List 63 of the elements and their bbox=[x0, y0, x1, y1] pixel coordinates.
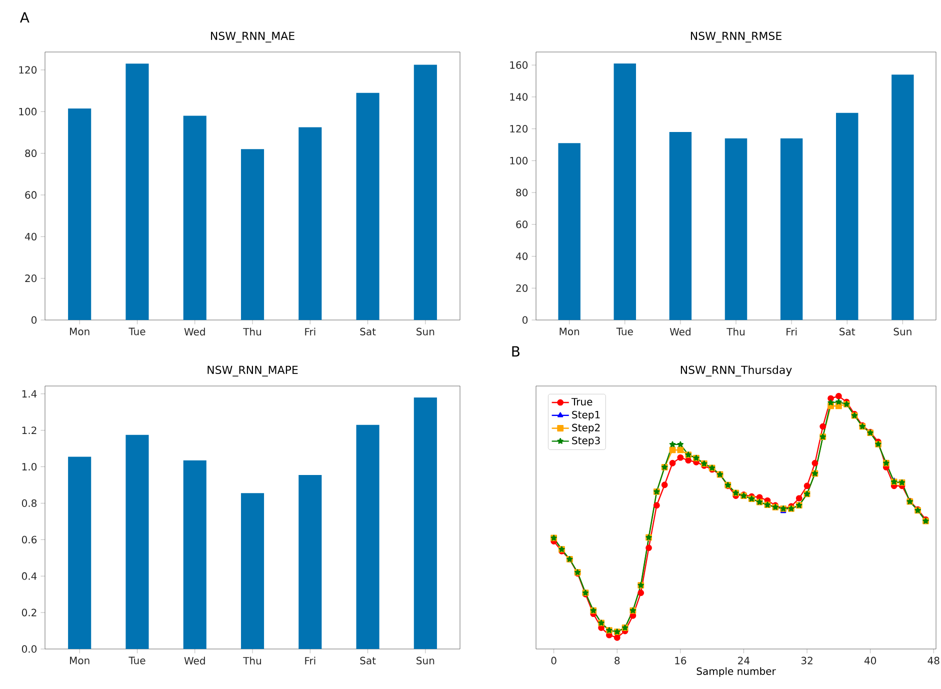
text: B bbox=[512, 346, 520, 356]
x-tick-label: Thu bbox=[243, 656, 261, 665]
chart-title: NSW_RNN_Thursday bbox=[680, 366, 792, 376]
x-tick-label: Thu bbox=[243, 328, 261, 336]
x-tick-label: Sat bbox=[360, 656, 376, 664]
x-tick-label: 24 bbox=[738, 656, 750, 664]
x-tick-label: Sun bbox=[416, 328, 434, 336]
y-tick-label: 20 bbox=[516, 284, 528, 292]
x-tick-label: 40 bbox=[864, 656, 876, 664]
x-tick-label: 16 bbox=[675, 656, 686, 664]
y-tick-label: 80 bbox=[25, 149, 37, 158]
x-tick-label: Fri bbox=[786, 328, 797, 336]
y-tick-label: 0.2 bbox=[22, 608, 36, 616]
x-axis-title: Sample number bbox=[696, 667, 776, 677]
y-tick-label: 80 bbox=[516, 188, 528, 196]
x-tick-label: 48 bbox=[928, 656, 940, 664]
x-tick-label: Sat bbox=[840, 328, 856, 336]
y-tick-label: 60 bbox=[516, 220, 528, 228]
legend-label: Step1 bbox=[572, 410, 600, 420]
x-tick-label: Wed bbox=[670, 328, 690, 336]
x-tick-label: Tue bbox=[616, 328, 633, 336]
x-tick-label: Thu bbox=[726, 328, 744, 336]
chart-title: NSW_RNN_MAPE bbox=[208, 366, 298, 376]
y-tick-label: 0.8 bbox=[22, 499, 37, 507]
x-tick-label: Sun bbox=[894, 328, 912, 336]
chart-title: NSW_RNN_RMSE bbox=[690, 32, 782, 42]
y-tick-label: 120 bbox=[19, 66, 37, 74]
legend-label: Step2 bbox=[572, 424, 600, 434]
x-tick-label: Tue bbox=[128, 656, 146, 664]
x-tick-label: Mon bbox=[70, 328, 90, 336]
y-tick-label: 60 bbox=[25, 191, 37, 199]
legend-label: Step3 bbox=[572, 436, 600, 446]
y-tick-label: 40 bbox=[516, 252, 528, 260]
chart-title: NSW_RNN_MAE bbox=[211, 32, 294, 42]
x-tick-label: 8 bbox=[614, 656, 620, 664]
y-tick-label: 0.4 bbox=[22, 572, 37, 580]
x-tick-label: Wed bbox=[184, 328, 205, 336]
x-tick-label: Tue bbox=[128, 328, 146, 336]
x-tick-label: 0 bbox=[551, 656, 556, 664]
x-tick-label: Sat bbox=[360, 328, 376, 336]
y-tick-label: 0.6 bbox=[22, 536, 37, 544]
y-tick-label: 100 bbox=[510, 156, 528, 164]
x-tick-label: Mon bbox=[70, 656, 90, 664]
y-tick-label: 100 bbox=[19, 108, 37, 116]
y-tick-label: 40 bbox=[24, 232, 37, 240]
y-tick-label: 0.0 bbox=[22, 645, 37, 653]
x-tick-label: Sun bbox=[416, 656, 434, 664]
x-tick-label: 32 bbox=[801, 656, 812, 664]
y-tick-label: 140 bbox=[510, 93, 528, 101]
y-tick-label: 1.4 bbox=[22, 390, 37, 398]
y-tick-label: 0 bbox=[32, 316, 37, 324]
legend-label: True bbox=[571, 398, 592, 406]
y-tick-label: 160 bbox=[510, 61, 528, 69]
y-tick-label: 0 bbox=[522, 316, 528, 324]
y-tick-label: 1.0 bbox=[22, 462, 37, 471]
y-tick-label: 120 bbox=[510, 125, 528, 133]
x-tick-label: Fri bbox=[305, 656, 316, 664]
text: A bbox=[20, 12, 30, 22]
y-tick-label: 1.2 bbox=[22, 426, 36, 434]
x-tick-label: Mon bbox=[560, 328, 580, 336]
x-tick-label: Fri bbox=[305, 328, 316, 336]
y-tick-label: 20 bbox=[25, 274, 37, 282]
x-tick-label: Wed bbox=[184, 656, 205, 665]
